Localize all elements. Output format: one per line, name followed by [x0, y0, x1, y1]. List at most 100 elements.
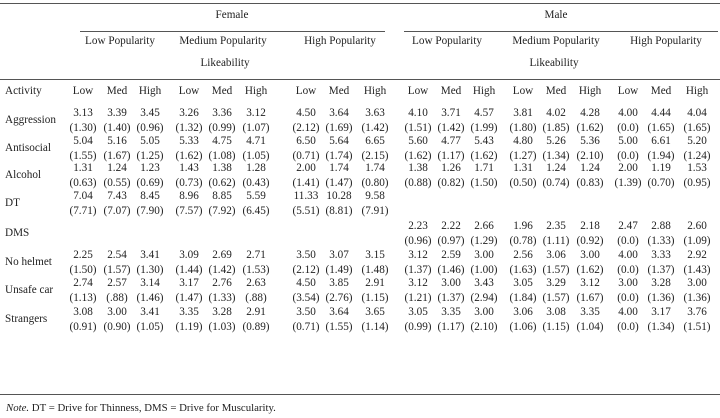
header-popularity: High Popularity [304, 35, 376, 47]
cell-mean: 7.43 [107, 190, 127, 202]
cell-mean: 3.41 [140, 249, 160, 261]
cell-sd: (0.55) [103, 177, 131, 189]
header-popularity: High Popularity [630, 35, 702, 47]
cell-sd: (1.44) [175, 264, 203, 276]
cell-sd: (1.57) [542, 292, 570, 304]
cell-mean: 3.14 [140, 277, 160, 289]
cell-mean: 3.35 [441, 306, 461, 318]
cell-mean: 3.35 [179, 306, 199, 318]
cell-sd: (1.30) [69, 122, 97, 134]
header-level: Med [650, 85, 672, 97]
cell-mean: 5.16 [107, 135, 127, 147]
header-male: Male [544, 9, 568, 21]
cell-sd: (1.62) [404, 150, 432, 162]
cell-sd: (2.12) [292, 122, 320, 134]
cell-sd: (1.37) [647, 264, 675, 276]
cell-sd: (1.65) [647, 122, 675, 134]
header-popularity: Low Popularity [412, 35, 482, 47]
cell-mean: 1.43 [179, 162, 199, 174]
header-level: Low [178, 85, 200, 97]
row-label: DT [5, 197, 20, 209]
cell-sd: (1.07) [242, 122, 270, 134]
cell-mean: 2.18 [580, 220, 600, 232]
cell-mean: 2.60 [687, 220, 707, 232]
cell-mean: 3.12 [408, 249, 428, 261]
cell-sd: (2.76) [325, 292, 353, 304]
cell-sd: (0.69) [136, 177, 164, 189]
cell-sd: (1.42) [361, 122, 389, 134]
cell-sd: (1.21) [404, 292, 432, 304]
cell-sd: (1.05) [242, 150, 270, 162]
cell-mean: 3.50 [296, 249, 316, 261]
cell-sd: (0.43) [242, 177, 270, 189]
cell-mean: 4.10 [408, 107, 428, 119]
cell-mean: 6.65 [365, 135, 385, 147]
cell-mean: 1.24 [580, 162, 600, 174]
cell-sd: (1.67) [103, 150, 131, 162]
cell-mean: 3.00 [107, 306, 127, 318]
cell-sd: (0.0) [617, 321, 639, 333]
header-level: Low [617, 85, 639, 97]
cell-sd: (1.39) [614, 177, 642, 189]
cell-sd: (0.71) [292, 321, 320, 333]
cell-sd: (1.69) [325, 122, 353, 134]
cell-mean: 2.91 [365, 277, 385, 289]
cell-sd: (0.63) [69, 177, 97, 189]
row-label: Unsafe car [5, 284, 54, 296]
cell-sd: (1.09) [683, 235, 711, 247]
cell-mean: 5.33 [179, 135, 199, 147]
cell-sd: (1.05) [136, 321, 164, 333]
cell-mean: 3.65 [365, 306, 385, 318]
cell-sd: (1.42) [208, 264, 236, 276]
cell-mean: 3.50 [296, 306, 316, 318]
cell-sd: (1.36) [683, 292, 711, 304]
cell-sd: (0.91) [69, 321, 97, 333]
top-rule [0, 3, 720, 4]
cell-sd: (0.50) [509, 177, 537, 189]
cell-mean: 3.07 [329, 249, 349, 261]
cell-sd: (1.50) [470, 177, 498, 189]
cell-sd: (1.08) [208, 150, 236, 162]
cell-mean: 3.35 [580, 306, 600, 318]
cell-sd: (0.0) [617, 292, 639, 304]
cell-mean: 3.08 [546, 306, 566, 318]
cell-mean: 4.28 [580, 107, 600, 119]
cell-mean: 2.22 [441, 220, 461, 232]
cell-sd: (1.15) [361, 292, 389, 304]
cell-mean: 3.00 [580, 249, 600, 261]
cell-mean: 2.57 [107, 277, 127, 289]
cell-sd: (0.92) [576, 235, 604, 247]
header-level: Med [440, 85, 462, 97]
cell-sd: (0.99) [404, 321, 432, 333]
row-label: Aggression [5, 114, 56, 126]
male-underline [404, 31, 718, 32]
header-likeability-male: Likeability [529, 57, 579, 69]
cell-sd: (1.15) [542, 321, 570, 333]
cell-sd: (1.27) [509, 150, 537, 162]
cell-mean: 3.36 [212, 107, 232, 119]
cell-mean: 3.06 [513, 306, 533, 318]
cell-mean: 3.17 [179, 277, 199, 289]
cell-sd: (1.85) [542, 122, 570, 134]
cell-mean: 1.31 [513, 162, 533, 174]
header-level: Low [295, 85, 317, 97]
cell-sd: (1.53) [242, 264, 270, 276]
cell-mean: 11.33 [293, 190, 319, 202]
cell-mean: 3.05 [513, 277, 533, 289]
cell-mean: 4.04 [687, 107, 707, 119]
cell-mean: 3.12 [246, 107, 266, 119]
cell-mean: 5.59 [246, 190, 266, 202]
cell-sd: (1.46) [136, 292, 164, 304]
cell-sd: (1.47) [325, 177, 353, 189]
cell-mean: 2.91 [246, 306, 266, 318]
cell-sd: (7.90) [136, 205, 164, 217]
cell-sd: (0.96) [136, 122, 164, 134]
cell-mean: 4.50 [296, 277, 316, 289]
header-level: Low [512, 85, 534, 97]
cell-sd: (1.25) [136, 150, 164, 162]
cell-sd: (1.80) [509, 122, 537, 134]
header-likeability-female: Likeability [200, 57, 250, 69]
cell-sd: (8.81) [325, 205, 353, 217]
header-level: Med [545, 85, 567, 97]
cell-mean: 1.38 [212, 162, 232, 174]
